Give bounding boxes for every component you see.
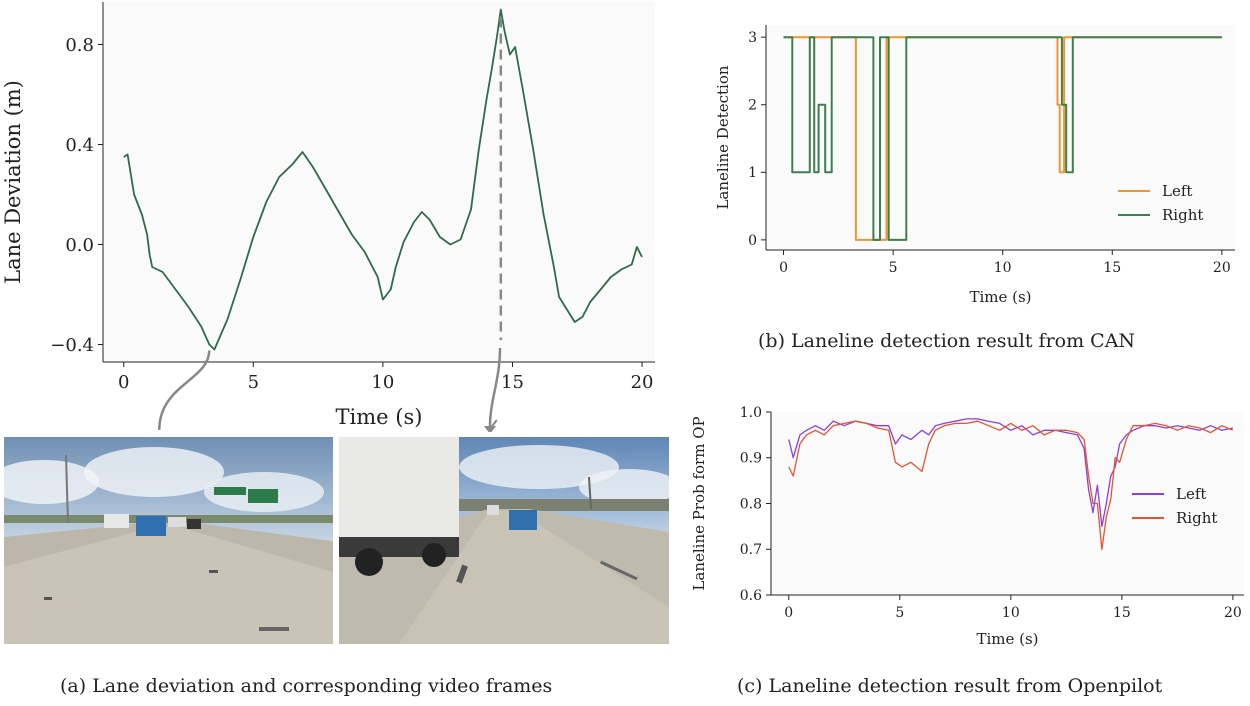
arrow-curve-2 <box>488 347 502 427</box>
y-tick-label: 0.6 <box>740 588 762 604</box>
y-tick-label: 0.8 <box>65 35 94 56</box>
caption-c: (c) Laneline detection result from Openp… <box>737 675 1163 697</box>
x-tick-label: 20 <box>1224 605 1242 621</box>
caption-b: (b) Laneline detection result from CAN <box>758 330 1136 352</box>
y-axis-label: Lane Deviation (m) <box>1 80 25 284</box>
arrow-head-2 <box>484 426 496 432</box>
y-tick-label: 0 <box>748 233 757 249</box>
x-tick-label: 0 <box>784 605 793 621</box>
x-tick-label: 0 <box>118 372 129 393</box>
y-tick-label: 0.4 <box>65 135 94 156</box>
x-tick-label: 5 <box>248 372 259 393</box>
legend-label-left: Left <box>1176 485 1206 503</box>
plot-area <box>103 2 655 362</box>
y-tick-label: 0.7 <box>740 542 762 558</box>
series-line-right <box>788 420 1234 550</box>
y-tick-label: −0.4 <box>50 335 94 356</box>
plot-area <box>771 412 1244 595</box>
chart-laneline-can: 0 5 10 15 20 0 1 2 3 Time (s) Laneline Detection Le… <box>714 25 1235 306</box>
legend-label-right: Right <box>1162 206 1203 224</box>
road-scene-image-1 <box>4 447 333 644</box>
x-tick-label: 5 <box>889 260 898 276</box>
marker-arrow-curve <box>158 350 211 431</box>
y-tick-label: 0.9 <box>740 451 762 467</box>
x-tick-label: 20 <box>631 372 654 393</box>
x-tick-label: 10 <box>1002 605 1020 621</box>
x-tick-label: 15 <box>1103 260 1121 276</box>
x-tick-label: 10 <box>371 372 394 393</box>
road-scene-image-2 <box>339 437 669 644</box>
y-tick-label: 1 <box>748 165 757 181</box>
legend: Left Right <box>1132 485 1217 527</box>
series-line-right <box>783 36 1222 241</box>
series-line-0 <box>123 8 643 351</box>
x-tick-label: 0 <box>779 260 788 276</box>
x-tick-label: 5 <box>895 605 904 621</box>
y-axis-label: Laneline Prob form OP <box>690 416 708 590</box>
y-tick-label: 1.0 <box>740 405 762 421</box>
chart-laneline-openpilot: 0 5 10 15 20 0.6 0.7 0.8 0.9 1.0 Time (s) Laneline … <box>690 405 1244 648</box>
x-tick-label: 15 <box>1113 605 1131 621</box>
caption-a: (a) Lane deviation and corresponding vid… <box>60 675 553 697</box>
y-tick-label: 3 <box>748 30 757 46</box>
legend-label-right: Right <box>1176 509 1217 527</box>
x-tick-label: 15 <box>501 372 524 393</box>
y-axis-label: Laneline Detection <box>714 65 732 209</box>
video-frame-2 <box>339 437 669 644</box>
x-axis-label: Time (s) <box>969 288 1031 306</box>
x-tick-label: 10 <box>994 260 1012 276</box>
y-tick-label: 0.8 <box>740 496 762 512</box>
chart-lane-deviation: 0 5 10 15 20 −0.4 0.0 0.4 0.8 Time (s) Lane Deviat… <box>1 2 655 432</box>
legend-label-left: Left <box>1162 182 1192 200</box>
x-axis-label: Time (s) <box>336 405 423 429</box>
y-tick-label: 0.0 <box>65 235 94 256</box>
plot-area <box>766 25 1235 250</box>
x-axis-label: Time (s) <box>976 630 1038 648</box>
y-tick-label: 2 <box>748 98 757 114</box>
legend: Left Right <box>1118 182 1203 224</box>
video-frame-1 <box>4 437 333 644</box>
x-tick-label: 20 <box>1213 260 1231 276</box>
